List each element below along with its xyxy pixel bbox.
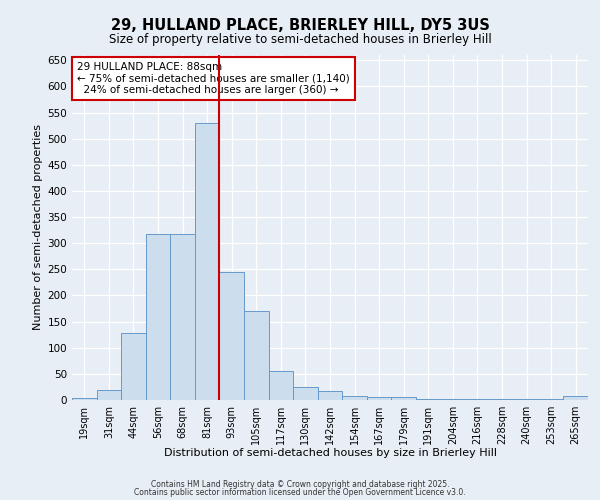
Text: Size of property relative to semi-detached houses in Brierley Hill: Size of property relative to semi-detach…: [109, 32, 491, 46]
Bar: [146, 234, 170, 400]
Bar: [563, 396, 588, 400]
Bar: [72, 398, 97, 400]
X-axis label: Distribution of semi-detached houses by size in Brierley Hill: Distribution of semi-detached houses by …: [163, 448, 497, 458]
Bar: [195, 123, 220, 400]
Y-axis label: Number of semi-detached properties: Number of semi-detached properties: [33, 124, 43, 330]
Bar: [465, 399, 490, 400]
Bar: [514, 399, 539, 400]
Text: 29, HULLAND PLACE, BRIERLEY HILL, DY5 3US: 29, HULLAND PLACE, BRIERLEY HILL, DY5 3U…: [110, 18, 490, 32]
Bar: [97, 390, 121, 400]
Text: Contains HM Land Registry data © Crown copyright and database right 2025.: Contains HM Land Registry data © Crown c…: [151, 480, 449, 489]
Bar: [170, 234, 195, 400]
Bar: [121, 333, 146, 400]
Bar: [367, 398, 391, 400]
Bar: [440, 399, 465, 400]
Bar: [391, 398, 416, 400]
Text: Contains public sector information licensed under the Open Government Licence v3: Contains public sector information licen…: [134, 488, 466, 497]
Bar: [318, 390, 342, 400]
Bar: [416, 399, 440, 400]
Bar: [244, 311, 269, 400]
Bar: [490, 399, 514, 400]
Bar: [342, 396, 367, 400]
Bar: [539, 399, 563, 400]
Bar: [293, 387, 318, 400]
Text: 29 HULLAND PLACE: 88sqm
← 75% of semi-detached houses are smaller (1,140)
  24% : 29 HULLAND PLACE: 88sqm ← 75% of semi-de…: [77, 62, 350, 95]
Bar: [269, 371, 293, 400]
Bar: [220, 272, 244, 400]
